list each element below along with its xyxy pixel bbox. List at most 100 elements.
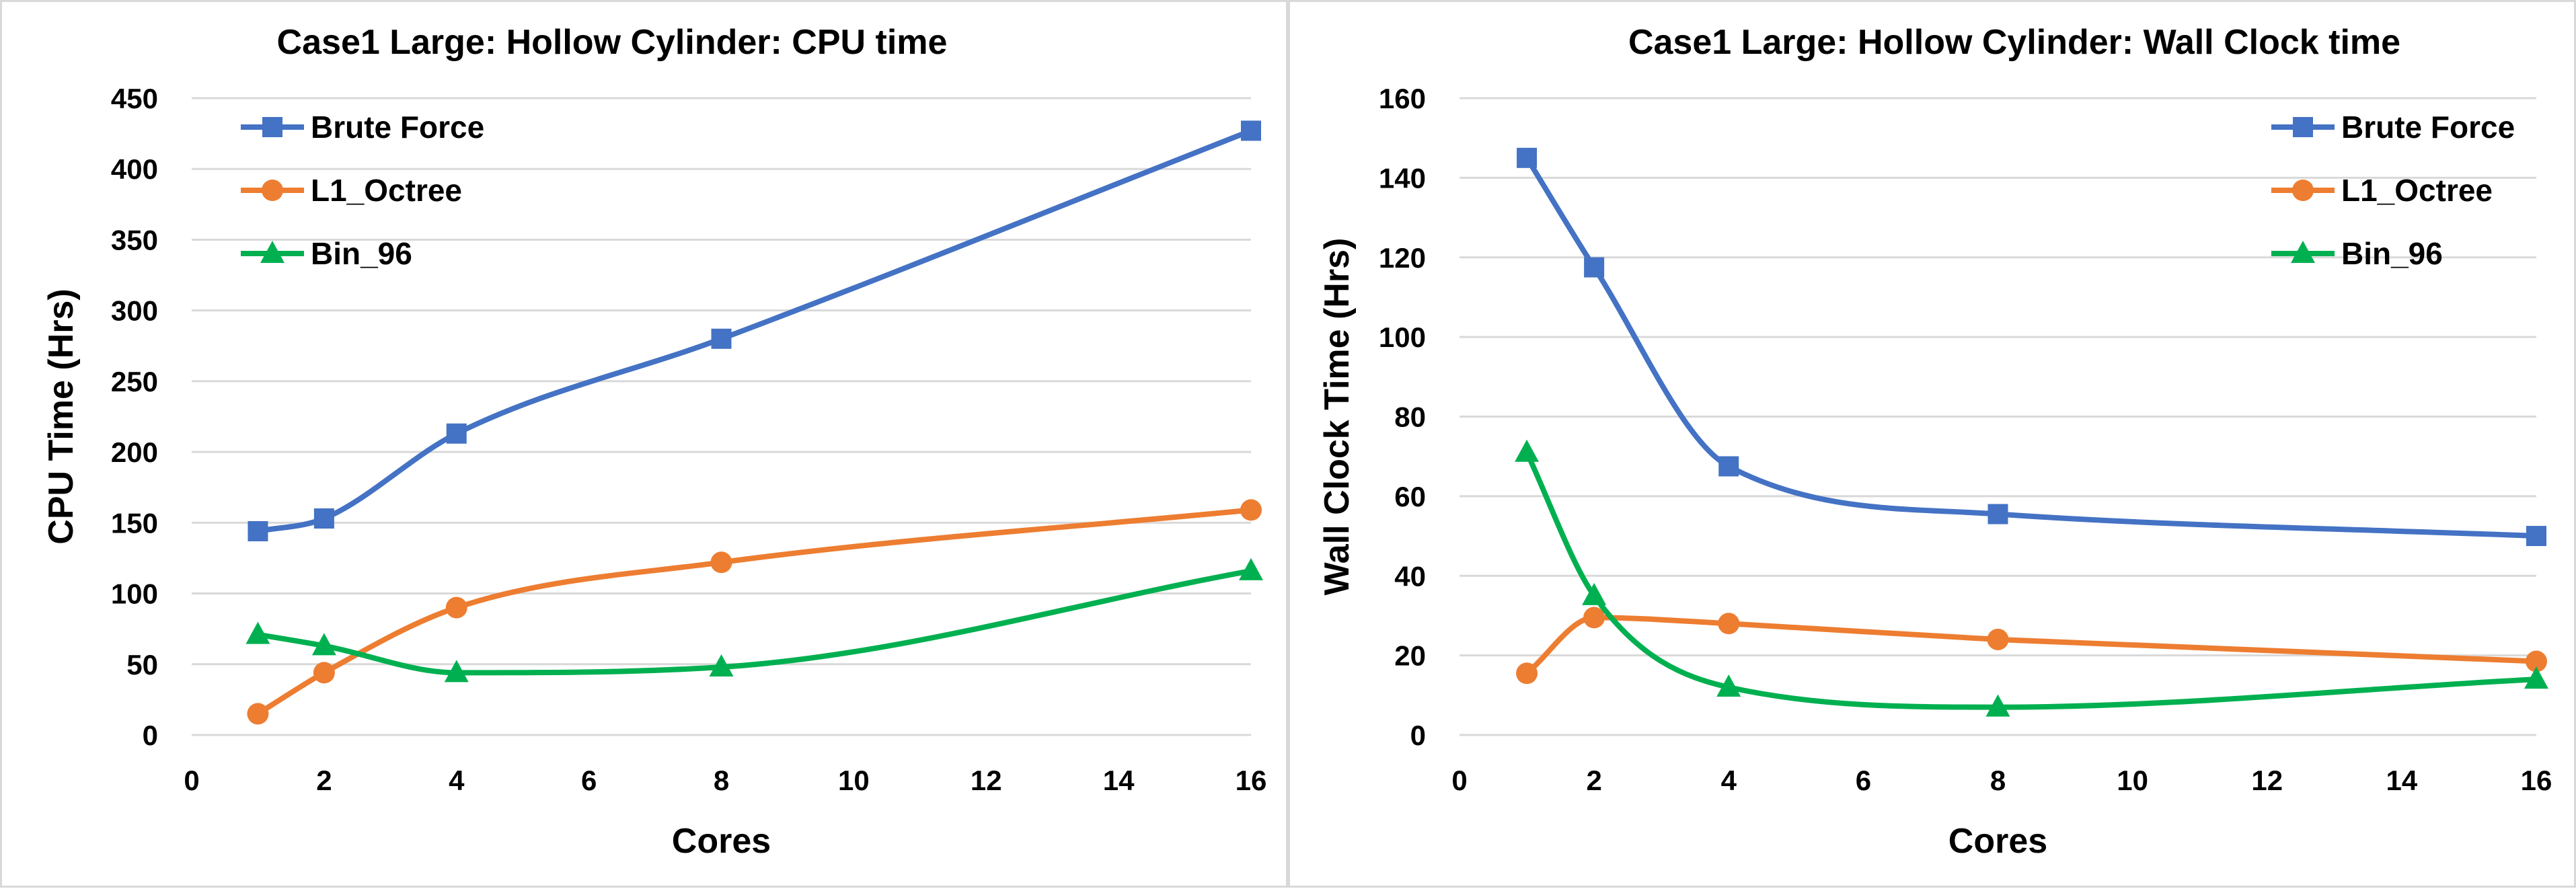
legend-item: L1_Octree [241, 173, 462, 208]
y-tick-label: 160 [1379, 83, 1426, 114]
chart-title: Case1 Large: Hollow Cylinder: CPU time [277, 23, 948, 62]
chart-title: Case1 Large: Hollow Cylinder: Wall Clock… [1628, 23, 2400, 62]
legend-item: Bin_96 [2271, 236, 2443, 271]
legend-item: Bin_96 [241, 236, 412, 271]
cpu-time-chart-svg: Case1 Large: Hollow Cylinder: CPU time 0 5… [0, 0, 1288, 888]
l1-octree-data-point [445, 596, 467, 619]
bin-96-line [1524, 449, 2539, 710]
x-tick-label: 16 [2521, 765, 2552, 796]
legend-label: Bin_96 [311, 236, 412, 271]
series-l1-octree [1516, 607, 2547, 685]
bin-96-data-point [1239, 557, 1263, 580]
y-tick-label: 250 [111, 366, 158, 397]
y-tick-label: 200 [111, 436, 158, 468]
y-tick-label: 450 [111, 83, 158, 114]
y-tick-label: 60 [1394, 481, 1426, 512]
bin-96-data-point [311, 633, 336, 656]
bin-96-line [255, 568, 1254, 676]
x-tick-label: 16 [1236, 765, 1267, 796]
legend-label: Brute Force [311, 110, 484, 145]
y-tick-label: 100 [1379, 321, 1426, 353]
legend-marker [2292, 180, 2314, 201]
bin-96-data-point [444, 660, 469, 683]
bin-96-data-point [2524, 666, 2548, 689]
y-axis-title: Wall Clock Time (Hrs) [1318, 238, 1357, 596]
l1-octree-data-point [1516, 662, 1538, 685]
x-tick-label: 4 [1721, 765, 1737, 796]
y-tick-label: 0 [143, 720, 158, 751]
l1-octree-data-point [313, 662, 335, 684]
brute-force-data-point [1987, 504, 2008, 525]
series-l1-octree [247, 499, 1262, 725]
legend-item: Brute Force [241, 110, 484, 145]
series-bin-96 [1515, 439, 2548, 717]
legend-item: Brute Force [2271, 110, 2515, 145]
wall-clock-time-chart-svg: Case1 Large: Hollow Cylinder: Wall Clock… [1288, 0, 2576, 888]
brute-force-data-point [1718, 456, 1739, 477]
brute-force-data-point [711, 328, 732, 349]
x-axis-title: Cores [1948, 822, 2047, 861]
x-tick-label: 14 [2386, 765, 2418, 796]
brute-force-line [1524, 155, 2539, 539]
chart-frame [0, 0, 1288, 888]
l1-octree-data-point [1583, 607, 1605, 629]
y-tick-label: 80 [1394, 401, 1426, 433]
y-tick-label: 140 [1379, 162, 1426, 194]
y-tick-label: 50 [126, 649, 158, 681]
series-brute-force [248, 120, 1261, 541]
y-tick-label: 40 [1394, 560, 1426, 592]
bin-96-data-point [1582, 582, 1607, 605]
bin-96-data-point [245, 621, 270, 644]
x-tick-label: 0 [1451, 765, 1467, 796]
l1-octree-data-point [1718, 613, 1740, 635]
l1-octree-data-point [2526, 650, 2547, 672]
brute-force-data-point [313, 508, 334, 529]
y-tick-label: 300 [111, 295, 158, 327]
x-tick-label: 8 [1990, 765, 2006, 796]
l1-octree-data-point [1240, 499, 1262, 521]
x-tick-label: 6 [581, 765, 597, 796]
x-tick-label: 2 [316, 765, 332, 796]
y-tick-label: 350 [111, 224, 158, 256]
legend-marker [262, 117, 282, 137]
l1-octree-data-point [1987, 628, 2009, 650]
y-tick-label: 150 [111, 507, 158, 539]
legend-label: L1_Octree [2341, 173, 2493, 208]
x-tick-label: 12 [2251, 765, 2283, 796]
l1-octree-line [255, 507, 1254, 717]
x-tick-label: 4 [449, 765, 465, 796]
x-tick-label: 10 [838, 765, 870, 796]
legend-marker [2291, 241, 2315, 263]
x-tick-label: 10 [2117, 765, 2148, 796]
bin-96-data-point [1985, 694, 2010, 717]
l1-octree-data-point [247, 703, 269, 725]
wall-clock-time-chart: Case1 Large: Hollow Cylinder: Wall Clock… [1288, 0, 2576, 888]
x-tick-label: 6 [1856, 765, 1871, 796]
x-tick-label: 12 [971, 765, 1002, 796]
legend-label: L1_Octree [311, 173, 462, 208]
brute-force-data-point [2526, 526, 2546, 547]
legend-label: Brute Force [2341, 110, 2515, 145]
l1-octree-data-point [710, 551, 732, 574]
x-tick-label: 8 [714, 765, 729, 796]
brute-force-data-point [1241, 120, 1261, 141]
x-tick-label: 2 [1586, 765, 1601, 796]
y-tick-label: 400 [111, 153, 158, 185]
brute-force-data-point [1584, 257, 1605, 278]
y-tick-label: 20 [1394, 640, 1426, 672]
chart-frame [1288, 0, 2576, 888]
y-tick-label: 100 [111, 578, 158, 610]
legend-marker [260, 241, 285, 263]
legend-marker [2293, 117, 2313, 137]
y-axis-title: CPU Time (Hrs) [42, 288, 81, 544]
legend-marker [262, 180, 283, 201]
l1-octree-line [1524, 615, 2539, 676]
y-tick-label: 0 [1410, 720, 1426, 751]
legend-label: Bin_96 [2341, 236, 2443, 271]
legend-item: L1_Octree [2271, 173, 2493, 208]
brute-force-data-point [446, 423, 467, 444]
series-brute-force [1517, 147, 2546, 547]
bin-96-data-point [1515, 439, 1540, 462]
x-tick-label: 14 [1103, 765, 1135, 796]
x-axis-title: Cores [672, 822, 771, 861]
